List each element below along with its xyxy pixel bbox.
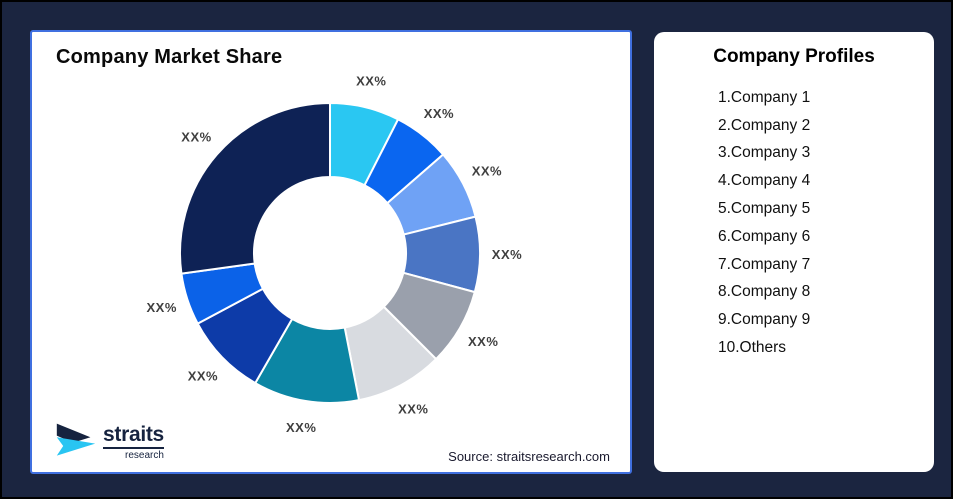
company-list: 1.Company 1 2.Company 2 3.Company 3 4.Compa…: [718, 84, 810, 362]
company-list-item: 6.Company 6: [718, 227, 811, 245]
company-list-item: 3.Company 3: [718, 144, 811, 162]
slice-label-8: XX%: [188, 369, 218, 384]
company-list-item: 8.Company 8: [718, 283, 811, 301]
company-list-item: 7.Company 7: [718, 255, 811, 273]
logo-arrow-top-shape: [56, 423, 91, 443]
straits-logo-icon: [56, 423, 96, 456]
logo-arrow-bottom-shape: [56, 437, 96, 456]
company-profiles-card: Company Profiles 1.Company 1 2.Company 2 3…: [654, 32, 934, 472]
company-list-item: 2.Company 2: [718, 116, 811, 134]
slice-label-6: XX%: [398, 402, 428, 417]
slice-label-5: XX%: [468, 334, 498, 349]
source-attribution: Source: straitsresearch.com: [448, 449, 610, 464]
profiles-title: Company Profiles: [713, 46, 875, 67]
company-list-item: 5.Company 5: [718, 200, 811, 218]
company-list-item: 10.Others: [718, 339, 787, 357]
company-list-item: 9.Company 9: [718, 311, 811, 329]
logo-sub-text: research: [125, 450, 164, 461]
company-list-item: 1.Company 1: [718, 88, 811, 106]
slice-label-2: XX%: [424, 106, 454, 121]
logo-brand-text: straits: [103, 424, 164, 449]
logo-text: straits research: [103, 424, 164, 462]
chart-title: Company Market Share: [56, 46, 283, 68]
straits-research-logo: straits research: [52, 417, 164, 462]
slice-label-4: XX%: [492, 247, 522, 262]
slice-label-1: XX%: [356, 73, 386, 88]
donut-slice-10: [179, 102, 331, 275]
slice-label-10: XX%: [181, 129, 211, 144]
company-list-item: 4.Company 4: [718, 172, 811, 190]
market-share-card: Company Market Share XX% XX% XX% XX% XX% XX% X…: [30, 30, 632, 474]
slice-label-7: XX%: [286, 420, 316, 435]
slice-label-3: XX%: [472, 164, 502, 179]
slice-label-9: XX%: [146, 300, 176, 315]
market-share-donut-chart: XX% XX% XX% XX% XX% XX% XX% XX% XX% XX%: [146, 73, 522, 435]
